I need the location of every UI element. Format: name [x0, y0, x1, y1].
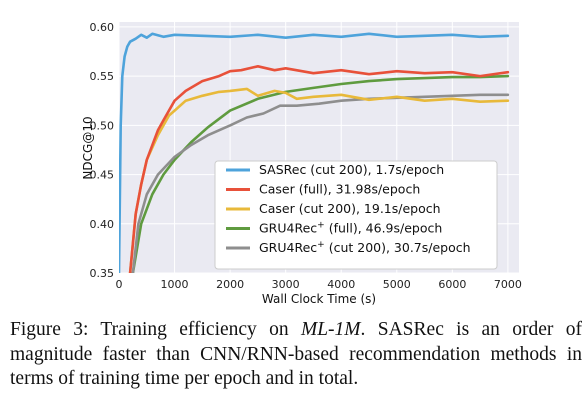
legend-label-0: SASRec (cut 200), 1.7s/epoch — [259, 162, 444, 177]
caption-label: Figure 3: — [10, 319, 89, 340]
figure-caption: Figure 3: Training efficiency on ML-1M. … — [10, 318, 582, 392]
legend-label-2: Caser (cut 200), 19.1s/epoch — [259, 201, 441, 216]
x-tick-label: 3000 — [272, 278, 300, 291]
y-tick-label: 0.35 — [90, 267, 115, 280]
x-tick-label: 5000 — [383, 278, 411, 291]
caption-text-start: Training efficiency on — [88, 319, 301, 340]
y-tick-label: 0.45 — [90, 169, 115, 182]
series-line-2 — [128, 87, 510, 273]
legend: SASRec (cut 200), 1.7s/epoch Caser (full)… — [214, 160, 498, 270]
series-line-3 — [131, 74, 510, 273]
series-lines — [119, 32, 510, 273]
tick-labels: 0 1000 2000 3000 4000 5000 6000 7000 0.35 0.40 0.4… — [90, 21, 522, 291]
series-line-1 — [128, 65, 510, 273]
x-tick-label: 1000 — [161, 278, 189, 291]
series-line-4 — [131, 93, 510, 273]
legend-label-4: GRU4Rec+ (cut 200), 30.7s/epoch — [259, 240, 471, 255]
x-tick-label: 4000 — [327, 278, 355, 291]
y-tick-label: 0.40 — [90, 218, 115, 231]
series-line-0 — [119, 32, 510, 273]
x-tick-label: 0 — [116, 278, 123, 291]
legend-box — [214, 160, 498, 270]
y-tick-label: 0.55 — [90, 70, 115, 83]
y-tick-label: 0.60 — [90, 21, 115, 34]
y-axis-label: NDCG@10 — [81, 116, 95, 179]
x-tick-label: 2000 — [216, 278, 244, 291]
caption-dataset-name: ML-1M — [300, 319, 361, 340]
caption-text-end: . SASRec is an order of magnitude faster… — [10, 319, 582, 389]
ndcg-line-chart: 0 1000 2000 3000 4000 5000 6000 7000 0.35 0.40 0.4… — [81, 21, 522, 306]
legend-label-1: Caser (full), 31.98s/epoch — [259, 182, 420, 197]
x-tick-label: 6000 — [438, 278, 466, 291]
legend-label-3: GRU4Rec+ (full), 46.9s/epoch — [259, 221, 442, 236]
y-tick-label: 0.50 — [90, 119, 115, 132]
x-axis-label: Wall Clock Time (s) — [262, 292, 376, 306]
x-tick-label: 7000 — [494, 278, 522, 291]
